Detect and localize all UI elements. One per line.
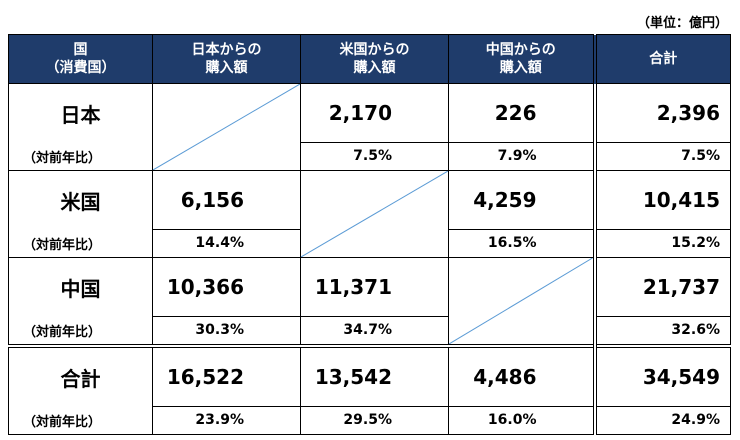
header-from-china-line2: 購入額 bbox=[499, 60, 542, 76]
yoy-cell: 7.9% bbox=[448, 141, 595, 171]
header-from-japan: 日本からの 購入額 bbox=[152, 34, 301, 84]
diagonal-cell bbox=[448, 257, 595, 347]
diagonal-cell bbox=[152, 83, 301, 171]
header-from-china-line1: 中国からの bbox=[485, 42, 556, 58]
header-from-us-line1: 米国からの bbox=[339, 42, 410, 58]
value-cell: 10,415 bbox=[592, 170, 731, 229]
header-row: 国 （消費国） 日本からの 購入額 米国からの 購入額 中国からの 購入額 合計 bbox=[8, 34, 731, 84]
row-label: 米国 bbox=[8, 170, 153, 229]
yoy-label: （対前年比） bbox=[8, 229, 153, 258]
header-from-japan-line2: 購入額 bbox=[205, 60, 248, 76]
yoy-cell: 14.4% bbox=[152, 228, 301, 258]
table-row-china: 中国 10,366 11,371 21,737 bbox=[8, 257, 731, 347]
table-row-china-yoy: （対前年比） 30.3% 34.7% 32.6% bbox=[8, 315, 731, 347]
trade-table: 国 （消費国） 日本からの 購入額 米国からの 購入額 中国からの 購入額 合計… bbox=[8, 34, 731, 435]
value-cell: 4,259 bbox=[448, 170, 595, 229]
header-country-line2: （消費国） bbox=[45, 60, 116, 76]
yoy-cell: 24.9% bbox=[592, 405, 731, 435]
yoy-cell: 32.6% bbox=[592, 315, 731, 347]
yoy-label: （対前年比） bbox=[8, 406, 153, 435]
header-from-japan-line1: 日本からの bbox=[191, 42, 262, 58]
yoy-cell: 7.5% bbox=[592, 141, 731, 171]
table-row-total-yoy: （対前年比） 23.9% 29.5% 16.0% 24.9% bbox=[8, 405, 731, 435]
table-row-japan: 日本 2,170 226 2,396 bbox=[8, 83, 731, 171]
header-from-us-line2: 購入額 bbox=[353, 60, 396, 76]
row-label: 中国 bbox=[8, 257, 153, 316]
value-cell: 2,396 bbox=[592, 83, 731, 142]
value-cell: 21,737 bbox=[592, 257, 731, 316]
yoy-cell: 23.9% bbox=[152, 405, 301, 435]
yoy-cell: 16.5% bbox=[448, 228, 595, 258]
unit-note: （単位：億円） bbox=[636, 16, 728, 31]
yoy-label: （対前年比） bbox=[8, 142, 153, 171]
value-cell: 2,170 bbox=[300, 83, 449, 142]
value-cell: 226 bbox=[448, 83, 595, 142]
value-cell: 11,371 bbox=[300, 257, 449, 316]
table-row-us: 米国 6,156 4,259 10,415 bbox=[8, 170, 731, 258]
yoy-cell: 16.0% bbox=[448, 405, 595, 435]
header-from-us: 米国からの 購入額 bbox=[300, 34, 449, 84]
header-total: 合計 bbox=[592, 34, 731, 84]
yoy-label: （対前年比） bbox=[8, 316, 153, 347]
yoy-cell: 7.5% bbox=[300, 141, 449, 171]
value-cell: 16,522 bbox=[152, 344, 301, 406]
row-label: 日本 bbox=[8, 83, 153, 142]
yoy-cell: 34.7% bbox=[300, 315, 449, 347]
value-cell: 34,549 bbox=[592, 344, 731, 406]
yoy-cell: 15.2% bbox=[592, 228, 731, 258]
value-cell: 4,486 bbox=[448, 344, 595, 406]
value-cell: 13,542 bbox=[300, 344, 449, 406]
header-country: 国 （消費国） bbox=[8, 34, 153, 84]
diagonal-cell bbox=[300, 170, 449, 258]
table-row-japan-yoy: （対前年比） 7.5% 7.9% 7.5% bbox=[8, 141, 731, 171]
header-from-china: 中国からの 購入額 bbox=[448, 34, 595, 84]
value-cell: 10,366 bbox=[152, 257, 301, 316]
row-label: 合計 bbox=[8, 344, 153, 406]
table-row-total: 合計 16,522 13,542 4,486 34,549 bbox=[8, 344, 731, 406]
yoy-cell: 29.5% bbox=[300, 405, 449, 435]
header-country-line1: 国 bbox=[73, 42, 88, 58]
yoy-cell: 30.3% bbox=[152, 315, 301, 347]
value-cell: 6,156 bbox=[152, 170, 301, 229]
